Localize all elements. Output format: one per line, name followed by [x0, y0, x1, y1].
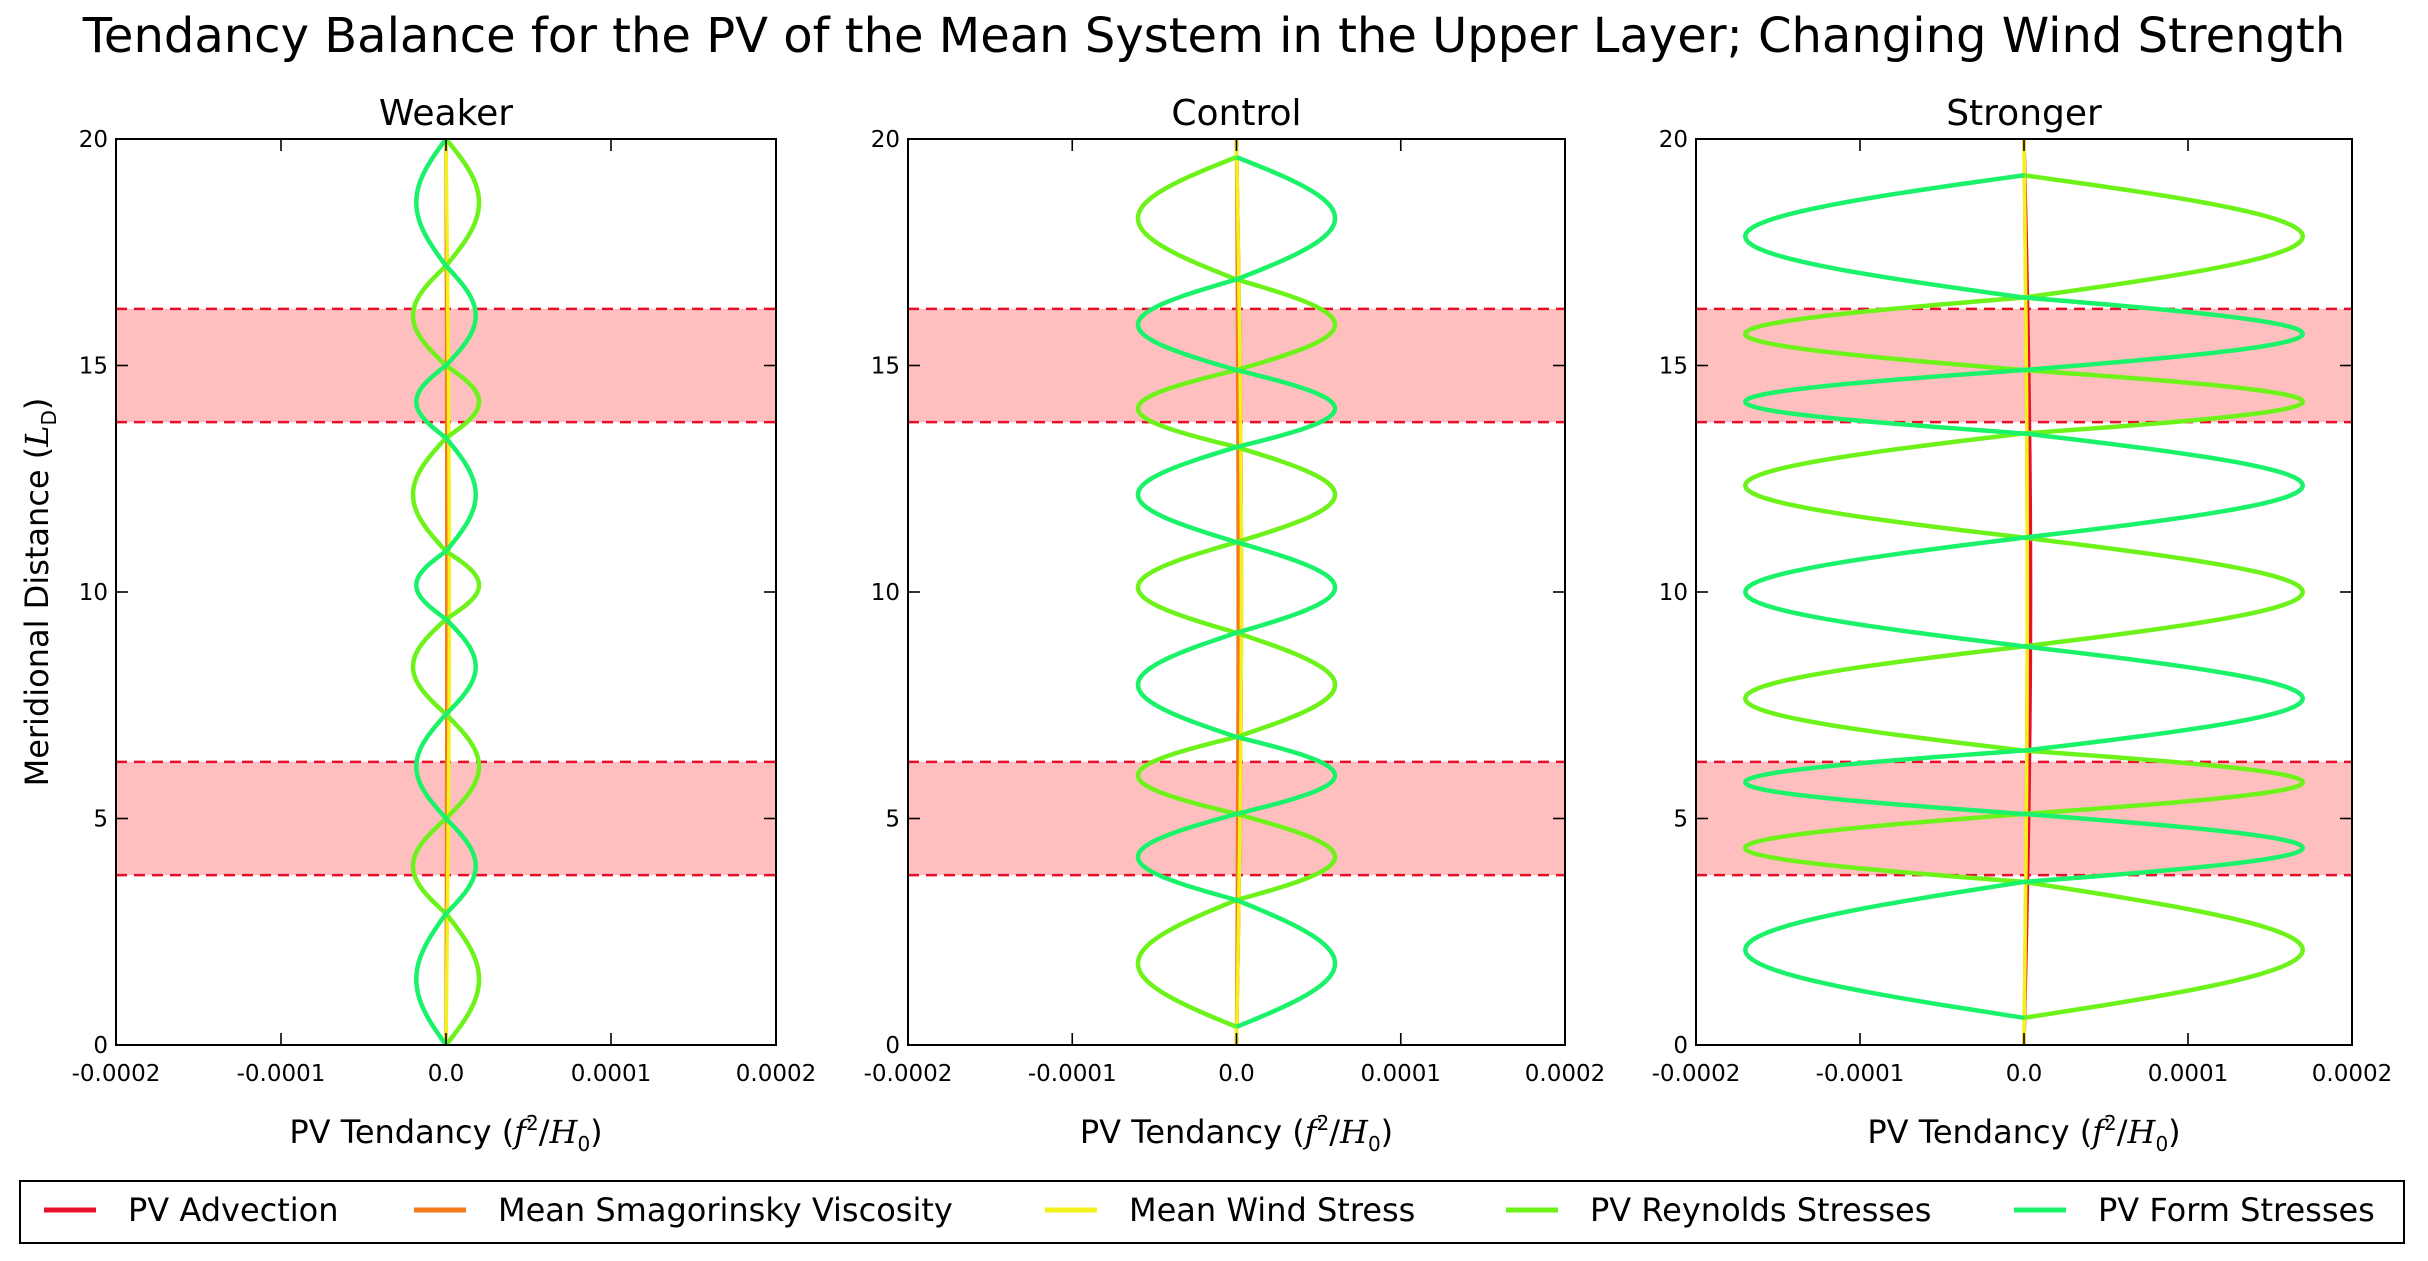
x-tick-label: 0.0001	[2148, 1061, 2228, 1087]
x-tick-label: 0.0001	[1361, 1061, 1441, 1087]
x-tick-label: 0.0	[1218, 1061, 1255, 1087]
series-line-mean-wind-stress	[1234, 139, 1244, 1045]
shaded-band	[1696, 761, 2352, 876]
x-tick-label: -0.0002	[1652, 1061, 1741, 1087]
x-unit-sub: 0	[577, 1132, 590, 1156]
x-unit-h: H	[1339, 1113, 1369, 1151]
legend-label: Mean Smagorinsky Viscosity	[498, 1191, 953, 1229]
x-unit-sup: 2	[1317, 1111, 1330, 1135]
y-tick-label: 15	[1659, 354, 1688, 380]
x-tick-label: 0.0002	[1525, 1061, 1605, 1087]
series-line-mean-wind-stress	[2022, 139, 2030, 1045]
series-group	[410, 139, 482, 1045]
x-tick-label: -0.0001	[1816, 1061, 1905, 1087]
x-tick-label: 0.0	[2006, 1061, 2043, 1087]
x-tick-label: 0.0001	[571, 1061, 651, 1087]
figure-title: Tendancy Balance for the PV of the Mean …	[82, 8, 2346, 64]
x-axis-label: PV Tendancy (f2/H0)	[1080, 1111, 1393, 1156]
panel-2: -0.0002 -0.0001 0.0 0.0001 0.000205101520Str…	[1652, 93, 2393, 1156]
x-unit-sub: 0	[2155, 1132, 2168, 1156]
x-axis-label: PV Tendancy (f2/H0)	[289, 1111, 602, 1156]
y-unit-sub: D	[37, 410, 61, 425]
y-tick-label: 15	[79, 354, 108, 380]
series-line-pv-reynolds-stresses	[1135, 155, 1338, 1029]
x-tick-label: 0.0002	[736, 1061, 816, 1087]
panel-title: Weaker	[379, 93, 513, 134]
x-unit-h: H	[2127, 1113, 2157, 1151]
y-tick-label: 0	[885, 1033, 900, 1059]
y-tick-label: 20	[1659, 127, 1688, 153]
series-line-pv-form-stresses	[1135, 155, 1338, 1029]
x-tick-label: -0.0001	[237, 1061, 326, 1087]
x-tick-label: -0.0001	[1028, 1061, 1117, 1087]
y-tick-label: 5	[93, 807, 108, 833]
x-axis-label-text: PV Tendancy	[289, 1113, 491, 1151]
y-axis-label: Meridional Distance (LD)	[18, 398, 61, 787]
series-line-pv-form-stresses	[1742, 173, 2306, 1021]
y-tick-label: 20	[871, 127, 900, 153]
series-line-pv-reynolds-stresses	[1742, 173, 2306, 1021]
panel-0: -0.0002 -0.0001 0.0 0.0001 0.000205101520Wea…	[18, 93, 816, 1156]
x-tick-label: -0.0002	[72, 1061, 161, 1087]
x-unit-sub: 0	[1368, 1132, 1381, 1156]
series-line-mean-wind-stress	[444, 139, 452, 1045]
series-group	[1742, 139, 2306, 1045]
y-unit-l: L	[18, 425, 56, 447]
series-group	[1135, 139, 1338, 1045]
x-axis-label-text: PV Tendancy	[1080, 1113, 1282, 1151]
panel-1: -0.0002 -0.0001 0.0 0.0001 0.000205101520Con…	[864, 93, 1606, 1156]
y-tick-label: 5	[885, 807, 900, 833]
series-line-pv-reynolds-stresses	[410, 139, 482, 1045]
y-tick-label: 10	[1659, 580, 1688, 606]
y-tick-label: 15	[871, 354, 900, 380]
legend-label: PV Reynolds Stresses	[1590, 1191, 1931, 1229]
x-tick-label: -0.0002	[864, 1061, 953, 1087]
y-tick-label: 0	[1673, 1033, 1688, 1059]
x-unit-h: H	[549, 1113, 579, 1151]
x-unit-sup: 2	[526, 1111, 539, 1135]
x-axis-label: PV Tendancy (f2/H0)	[1867, 1111, 2180, 1156]
panels: -0.0002 -0.0001 0.0 0.0001 0.000205101520Wea…	[18, 93, 2392, 1156]
panel-title: Control	[1171, 93, 1301, 134]
x-axis-label-text: PV Tendancy	[1867, 1113, 2069, 1151]
series-line-pv-form-stresses	[414, 139, 478, 1045]
panel-title: Stronger	[1946, 93, 2102, 134]
x-unit-sup: 2	[2104, 1111, 2117, 1135]
x-tick-label: 0.0	[428, 1061, 465, 1087]
legend-label: Mean Wind Stress	[1129, 1191, 1415, 1229]
y-tick-label: 20	[79, 127, 108, 153]
y-axis-label-text: Meridional Distance	[18, 469, 56, 786]
legend: PV Advection Mean Smagorinsky Viscosity Me…	[19, 1180, 2405, 1244]
y-tick-label: 5	[1673, 807, 1688, 833]
y-tick-label: 0	[93, 1033, 108, 1059]
y-tick-label: 10	[79, 580, 108, 606]
legend-label: PV Form Stresses	[2098, 1191, 2375, 1229]
y-tick-label: 10	[871, 580, 900, 606]
shaded-band	[1696, 308, 2352, 423]
legend-label: PV Advection	[128, 1191, 339, 1229]
x-tick-label: 0.0002	[2312, 1061, 2392, 1087]
